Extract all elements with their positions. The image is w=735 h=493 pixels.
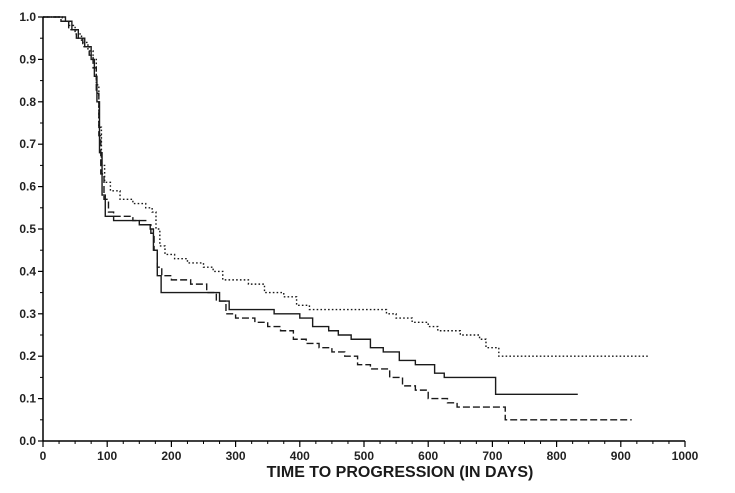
- y-tick-label-6: 0.6: [19, 180, 36, 194]
- x-tick-label-6: 600: [418, 449, 438, 463]
- y-tick-label-0: 0.0: [19, 434, 36, 448]
- x-tick-label-3: 300: [226, 449, 246, 463]
- y-tick-label-3: 0.3: [19, 307, 36, 321]
- axes-layer: 0.0 0.1 0.2 0.3 0.4 0.5 0.6 0.7 0.8 0.9 1.0 0 100 200…: [19, 10, 698, 463]
- x-tick-label-9: 900: [611, 449, 631, 463]
- x-tick-label-2: 200: [161, 449, 181, 463]
- x-tick-label-1: 100: [97, 449, 117, 463]
- y-tick-label-9: 0.9: [19, 52, 36, 66]
- series-line-solid: [43, 16, 578, 396]
- x-tick-label-8: 800: [547, 449, 567, 463]
- series-layer: [43, 16, 648, 421]
- y-tick-label-7: 0.7: [19, 137, 36, 151]
- y-tick-label-10: 1.0: [19, 10, 36, 24]
- y-tick-label-5: 0.5: [19, 222, 36, 236]
- x-tick-label-10: 1000: [672, 449, 699, 463]
- x-tick-label-7: 700: [482, 449, 502, 463]
- y-tick-label-1: 0.1: [19, 392, 36, 406]
- series-line-dotted: [43, 16, 648, 357]
- series-line-dashed: [43, 16, 632, 421]
- x-tick-label-4: 400: [290, 449, 310, 463]
- y-tick-label-2: 0.2: [19, 349, 36, 363]
- y-tick-label-4: 0.4: [19, 264, 36, 278]
- y-tick-label-8: 0.8: [19, 95, 36, 109]
- x-tick-label-0: 0: [40, 449, 47, 463]
- x-tick-label-5: 500: [354, 449, 374, 463]
- x-axis-label: TIME TO PROGRESSION (IN DAYS): [267, 464, 534, 481]
